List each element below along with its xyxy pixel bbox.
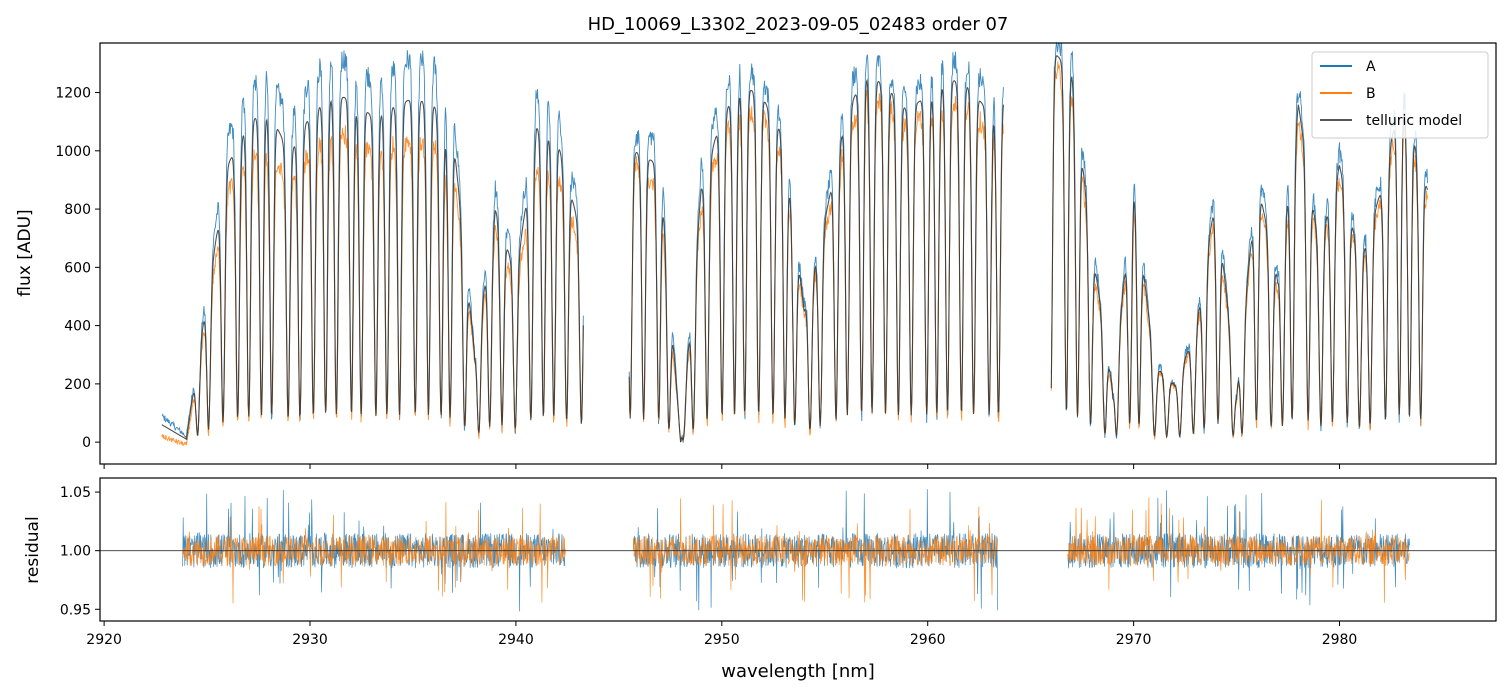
flux-series-group	[161, 41, 1429, 447]
residual-plot-frame	[99, 477, 1497, 622]
residual-x-tick-label: 2980	[1322, 632, 1358, 648]
flux-y-tick-label: 1000	[55, 144, 91, 160]
residual-y-tick-label: 1.00	[60, 544, 91, 560]
residual-x-tick-label: 2920	[86, 632, 122, 648]
residual-y-axis-label: residual	[23, 516, 43, 583]
flux-y-tick-label: 0	[82, 435, 91, 451]
flux-line-telluric-model-seg2	[1050, 55, 1429, 439]
residual-y-tick-label: 0.95	[60, 602, 91, 618]
residual-y-tick-label: 1.05	[60, 485, 91, 501]
flux-y-tick-label: 800	[64, 202, 91, 218]
residual-line-b-seg2	[1067, 497, 1410, 603]
legend-label-model: telluric model	[1366, 113, 1462, 129]
flux-panel: 0 200 400 600 800 1000 1200 flux [ADU] A B tel…	[15, 41, 1497, 469]
flux-y-ticks: 0 200 400 600 800 1000 1200	[55, 86, 100, 451]
residual-x-tick-label: 2960	[910, 632, 946, 648]
residual-x-tick-label: 2930	[292, 632, 328, 648]
flux-x-ticks	[103, 464, 1341, 469]
residual-line-b-seg1	[632, 498, 999, 603]
residual-series-group	[182, 489, 1410, 612]
flux-line-telluric-model-seg1	[628, 78, 1004, 443]
residual-x-ticks: 2920 2930 2940 2950 2960 2970 2980	[86, 621, 1357, 648]
residual-x-tick-label: 2950	[704, 632, 740, 648]
flux-line-telluric-model-seg0	[161, 96, 584, 441]
residual-line-a-seg2	[1067, 490, 1410, 606]
x-axis-label: wavelength [nm]	[721, 661, 875, 682]
flux-plot-frame	[99, 42, 1497, 465]
flux-y-axis-label: flux [ADU]	[15, 209, 35, 296]
residual-line-b-seg0	[182, 501, 566, 604]
residual-x-tick-label: 2940	[498, 632, 534, 648]
chart-title: HD_10069_L3302_2023-09-05_02483 order 07	[588, 14, 1009, 35]
legend-label-b: B	[1366, 86, 1376, 102]
flux-y-tick-label: 400	[64, 319, 91, 335]
legend-box	[1311, 51, 1489, 139]
residual-y-ticks: 0.95 1.00 1.05	[60, 485, 100, 618]
legend-label-a: A	[1366, 59, 1376, 75]
legend: A B telluric model	[1311, 51, 1489, 139]
flux-y-tick-label: 1200	[55, 86, 91, 102]
residual-panel: 0.95 1.00 1.05 2920 2930 2940 2950 2960 2970 298…	[23, 477, 1497, 682]
flux-y-tick-label: 200	[64, 377, 91, 393]
flux-y-tick-label: 600	[64, 260, 91, 276]
residual-x-tick-label: 2970	[1116, 632, 1152, 648]
